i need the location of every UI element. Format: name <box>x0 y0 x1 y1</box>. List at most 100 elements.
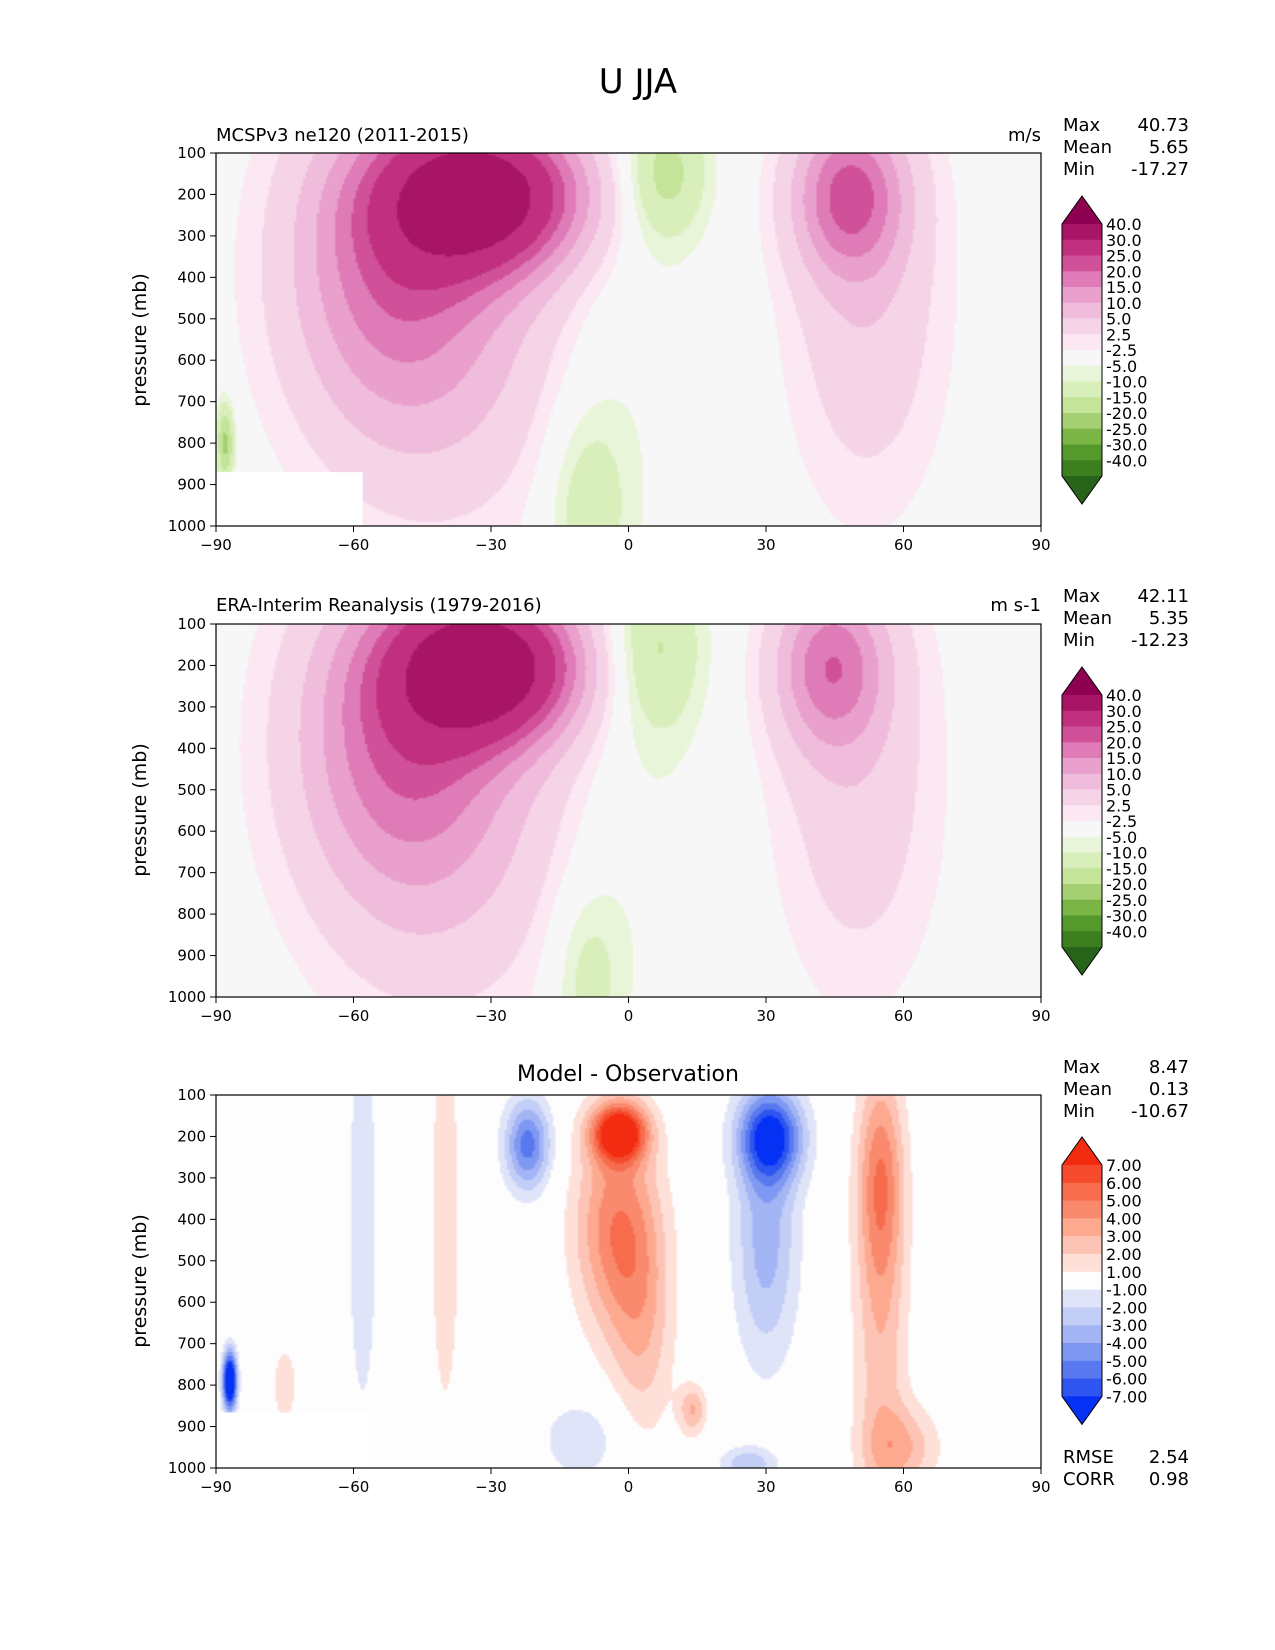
colorbar-label: -15.0 <box>1106 859 1147 878</box>
x-tick-label: −90 <box>200 536 232 554</box>
panel-difference-stats: Max 8.47 Mean 0.13 Min -10.67 <box>1063 1057 1189 1122</box>
x-tick-label: −90 <box>200 1478 232 1496</box>
y-tick-label: 400 <box>177 739 206 757</box>
x-tick-label: 0 <box>624 1478 634 1496</box>
x-tick-label: 0 <box>624 1007 634 1025</box>
panel-model-units: m/s <box>1008 125 1041 146</box>
colorbar-band <box>1062 350 1102 367</box>
stat-value: -10.67 <box>1131 1101 1189 1122</box>
stat-label: Max <box>1063 115 1101 136</box>
panel-difference-title: Model - Observation <box>517 1062 739 1087</box>
x-tick-label: 60 <box>894 1478 913 1496</box>
colorbar-label: 2.5 <box>1106 796 1131 815</box>
colorbar-label: 15.0 <box>1106 749 1142 768</box>
panel-difference-extra-stats: RMSE 2.54 CORR 0.98 <box>1063 1447 1189 1490</box>
stat-value: 40.73 <box>1137 115 1189 136</box>
stat-label: Min <box>1063 159 1095 180</box>
x-tick-label: 90 <box>1031 1478 1050 1496</box>
colorbar-band <box>1062 868 1102 885</box>
colorbar-label: 10.0 <box>1106 294 1142 313</box>
panel-model-xticks: −90 −60 −30 0 30 60 90 <box>200 526 1051 554</box>
x-tick-label: 90 <box>1031 536 1050 554</box>
colorbar-label: -30.0 <box>1106 907 1147 926</box>
colorbar-band <box>1062 1343 1102 1362</box>
colorbar-label: 40.0 <box>1106 215 1142 234</box>
panel-observation-ylabel: pressure (mb) <box>129 743 151 877</box>
colorbar-label: 6.00 <box>1106 1174 1142 1193</box>
colorbar-label: -2.00 <box>1106 1298 1147 1317</box>
colorbar-outline <box>1061 1136 1103 1426</box>
stat-value: 42.11 <box>1137 586 1189 607</box>
colorbar-label: -5.00 <box>1106 1352 1147 1371</box>
colorbar-band <box>1062 773 1102 790</box>
colorbar-band <box>1062 852 1102 869</box>
panel-difference-missing-region <box>216 1412 368 1468</box>
colorbar-label: 15.0 <box>1106 278 1142 297</box>
colorbar-label: 20.0 <box>1106 733 1142 752</box>
colorbar-band <box>1062 1325 1102 1344</box>
colorbar-band <box>1062 726 1102 743</box>
stat-value: -17.27 <box>1131 159 1189 180</box>
figure-title: U JJA <box>599 62 677 102</box>
colorbar-band <box>1062 413 1102 430</box>
colorbar-band <box>1062 821 1102 838</box>
y-tick-label: 100 <box>177 1086 206 1104</box>
panel-model-yticks: 100 200 300 400 500 600 700 800 900 1000 <box>168 144 216 535</box>
colorbar-label: -7.00 <box>1106 1387 1147 1406</box>
colorbar-label: -5.0 <box>1106 357 1137 376</box>
colorbar-band <box>1062 884 1102 901</box>
y-tick-label: 300 <box>177 698 206 716</box>
colorbar-label: -20.0 <box>1106 875 1147 894</box>
colorbar-label: -40.0 <box>1106 451 1147 470</box>
colorbar-label: 25.0 <box>1106 718 1142 737</box>
x-tick-label: −30 <box>475 1478 507 1496</box>
colorbar-extend-min <box>1062 1396 1102 1425</box>
colorbar-band <box>1062 318 1102 335</box>
colorbar-band <box>1062 1218 1102 1237</box>
colorbar-label: 25.0 <box>1106 247 1142 266</box>
colorbar-label: -10.0 <box>1106 844 1147 863</box>
colorbar-band <box>1062 710 1102 727</box>
colorbar-label: 5.0 <box>1106 310 1131 329</box>
colorbar-outline <box>1061 195 1103 505</box>
colorbar-band <box>1062 255 1102 272</box>
y-tick-label: 1000 <box>168 988 206 1006</box>
colorbar-label: 2.00 <box>1106 1245 1142 1264</box>
y-tick-label: 200 <box>177 656 206 674</box>
colorbar-band <box>1062 1200 1102 1219</box>
colorbar-label: -2.5 <box>1106 812 1137 831</box>
panel-model-stats: Max 40.73 Mean 5.65 Min -17.27 <box>1063 115 1189 180</box>
x-tick-label: −30 <box>475 1007 507 1025</box>
y-tick-label: 800 <box>177 1376 206 1394</box>
y-tick-label: 200 <box>177 1127 206 1145</box>
stat-value: 0.13 <box>1149 1079 1189 1100</box>
colorbar-band <box>1062 695 1102 712</box>
stat-label: Mean <box>1063 608 1112 629</box>
x-tick-label: 90 <box>1031 1007 1050 1025</box>
panel-difference-ylabel: pressure (mb) <box>129 1214 151 1348</box>
panel-difference-colorbar: 7.006.005.004.003.002.001.00-1.00-2.00-3… <box>1061 1136 1147 1426</box>
colorbar-band <box>1062 444 1102 461</box>
panel-model-ylabel: pressure (mb) <box>129 273 151 407</box>
colorbar-label: -3.00 <box>1106 1316 1147 1335</box>
colorbar-band <box>1062 1360 1102 1380</box>
colorbar-extend-min <box>1062 947 1102 975</box>
colorbar-label: -1.00 <box>1106 1281 1147 1300</box>
colorbar-band <box>1062 1236 1102 1255</box>
colorbar-label: -2.5 <box>1106 341 1137 360</box>
colorbar-band <box>1062 899 1102 916</box>
y-tick-label: 100 <box>177 615 206 633</box>
y-tick-label: 100 <box>177 144 206 162</box>
y-tick-label: 500 <box>177 310 206 328</box>
colorbar-band <box>1062 1165 1102 1184</box>
stat-label: Max <box>1063 1057 1101 1078</box>
panel-observation-units: m s-1 <box>990 595 1041 616</box>
colorbar-band <box>1062 836 1102 853</box>
y-tick-label: 600 <box>177 1293 206 1311</box>
stat-label: Min <box>1063 630 1095 651</box>
panel-model-plot <box>215 152 1042 527</box>
y-tick-label: 500 <box>177 781 206 799</box>
colorbar-extend-min <box>1062 476 1102 504</box>
colorbar-label: 1.00 <box>1106 1263 1142 1282</box>
colorbar-band <box>1062 287 1102 304</box>
